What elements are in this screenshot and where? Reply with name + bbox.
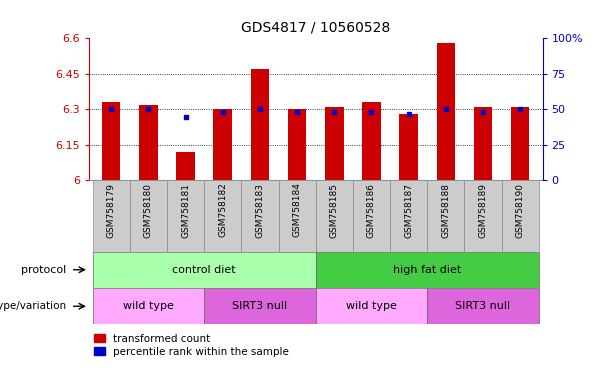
Title: GDS4817 / 10560528: GDS4817 / 10560528	[241, 20, 390, 35]
Text: GSM758190: GSM758190	[516, 183, 525, 238]
Text: SIRT3 null: SIRT3 null	[455, 301, 511, 311]
Bar	[325, 107, 343, 180]
Text: high fat diet: high fat diet	[393, 265, 462, 275]
Bar	[427, 288, 539, 324]
Bar	[362, 102, 381, 180]
Bar	[465, 180, 501, 252]
Text: GSM758180: GSM758180	[144, 183, 153, 238]
Bar	[501, 180, 539, 252]
Legend: transformed count, percentile rank within the sample: transformed count, percentile rank withi…	[94, 334, 289, 357]
Text: GSM758183: GSM758183	[256, 183, 264, 238]
Bar	[511, 107, 530, 180]
Text: GSM758185: GSM758185	[330, 183, 339, 238]
Text: control diet: control diet	[172, 265, 236, 275]
Bar	[213, 109, 232, 180]
Bar	[167, 180, 204, 252]
Bar	[204, 180, 242, 252]
Text: GSM758188: GSM758188	[441, 183, 451, 238]
Text: GSM758187: GSM758187	[404, 183, 413, 238]
Text: SIRT3 null: SIRT3 null	[232, 301, 287, 311]
Bar	[278, 180, 316, 252]
Bar	[353, 180, 390, 252]
Text: protocol: protocol	[21, 265, 66, 275]
Bar	[204, 288, 316, 324]
Bar	[93, 288, 204, 324]
Bar	[139, 105, 158, 180]
Bar	[242, 180, 278, 252]
Bar	[102, 102, 121, 180]
Bar	[474, 107, 492, 180]
Text: GSM758189: GSM758189	[479, 183, 487, 238]
Text: GSM758184: GSM758184	[292, 183, 302, 237]
Bar	[316, 252, 539, 288]
Bar	[288, 109, 306, 180]
Bar	[130, 180, 167, 252]
Bar	[251, 69, 269, 180]
Bar	[316, 180, 353, 252]
Text: GSM758179: GSM758179	[107, 183, 116, 238]
Bar	[436, 43, 455, 180]
Text: wild type: wild type	[123, 301, 174, 311]
Bar	[177, 152, 195, 180]
Bar	[427, 180, 465, 252]
Bar	[93, 252, 316, 288]
Text: GSM758182: GSM758182	[218, 183, 227, 237]
Text: wild type: wild type	[346, 301, 397, 311]
Bar	[316, 288, 427, 324]
Text: GSM758181: GSM758181	[181, 183, 190, 238]
Bar	[390, 180, 427, 252]
Text: GSM758186: GSM758186	[367, 183, 376, 238]
Text: genotype/variation: genotype/variation	[0, 301, 66, 311]
Bar	[399, 114, 418, 180]
Bar	[93, 180, 130, 252]
